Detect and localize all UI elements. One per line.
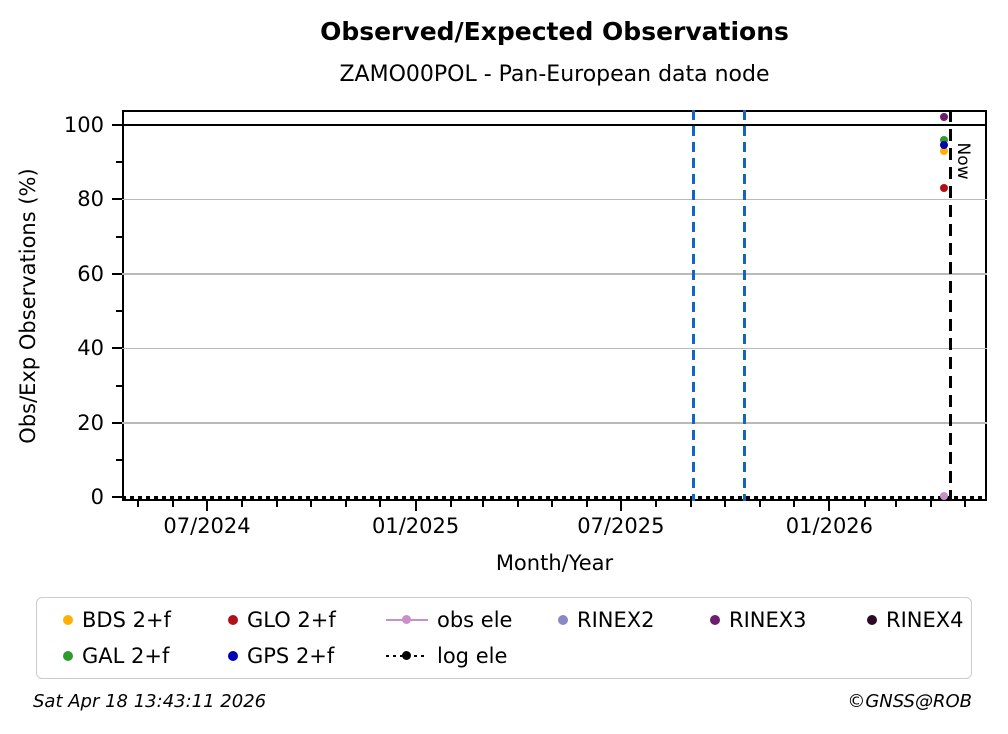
legend-label: RINEX4 [886, 608, 964, 632]
x-tick [414, 501, 417, 511]
legend-marker-dot-icon [63, 615, 73, 625]
legend-item-gps-2-f: GPS 2+f [228, 644, 386, 668]
x-minor-tick [585, 501, 588, 507]
y-gridline [122, 347, 987, 350]
x-tick-label: 07/2024 [163, 514, 251, 538]
x-minor-tick [724, 501, 727, 507]
x-minor-tick [345, 501, 348, 507]
legend-item-log-ele: log ele [386, 644, 558, 668]
y-tick [112, 496, 122, 499]
y-minor-tick [116, 161, 122, 164]
x-tick-label: 07/2025 [577, 514, 665, 538]
data-point-bds-2-f [939, 146, 948, 155]
y-minor-tick [116, 310, 122, 313]
legend-item-gal-2-f: GAL 2+f [63, 644, 228, 668]
legend-item-glo-2-f: GLO 2+f [228, 608, 386, 632]
y-minor-tick [116, 459, 122, 462]
x-minor-tick [241, 501, 244, 507]
y-gridline [122, 198, 987, 201]
hline-100 [122, 123, 987, 127]
legend-marker-dot-icon [228, 651, 238, 661]
legend-marker-dot-icon [228, 615, 238, 625]
legend-marker-dot-icon [63, 651, 73, 661]
legend-item-rinex3: RINEX3 [710, 608, 867, 632]
x-minor-tick [310, 501, 313, 507]
event-vline [691, 110, 695, 501]
legend-label: RINEX2 [577, 608, 655, 632]
y-gridline [122, 422, 987, 424]
x-tick-label: 01/2026 [785, 514, 874, 538]
y-tick-label: 100 [63, 112, 104, 137]
x-minor-tick [964, 501, 967, 507]
legend-label: GAL 2+f [82, 644, 170, 668]
x-minor-tick [759, 501, 762, 507]
y-tick-label: 40 [77, 336, 104, 361]
legend-label: GLO 2+f [247, 608, 336, 632]
now-line [949, 110, 953, 501]
log-ele-line [122, 495, 987, 499]
x-minor-tick [516, 501, 519, 507]
legend-item-bds-2-f: BDS 2+f [63, 608, 228, 632]
x-minor-tick [481, 501, 484, 507]
x-tick [619, 501, 622, 511]
x-minor-tick [136, 501, 139, 507]
legend-label: BDS 2+f [82, 608, 171, 632]
x-minor-tick [379, 501, 382, 507]
chart-title: Observed/Expected Observations [320, 17, 789, 46]
plot-area [122, 110, 987, 501]
event-vline [742, 110, 746, 501]
legend-item-obs-ele: obs ele [386, 608, 558, 632]
x-minor-tick [690, 501, 693, 507]
legend-line-dot [402, 615, 411, 624]
x-minor-tick [550, 501, 553, 507]
legend-label: log ele [437, 644, 508, 668]
legend-line-dot [402, 651, 411, 660]
timestamp-text: Sat Apr 18 13:43:11 2026 [33, 691, 267, 712]
x-minor-tick [449, 501, 452, 507]
y-tick-label: 20 [77, 410, 104, 435]
now-line-label: Now [953, 142, 973, 180]
data-point-rinex3 [939, 113, 948, 122]
x-tick [206, 501, 209, 511]
legend-label: obs ele [437, 608, 513, 632]
x-minor-tick [654, 501, 657, 507]
chart-subtitle: ZAMO00POL - Pan-European data node [339, 62, 770, 87]
legend-item-rinex2: RINEX2 [558, 608, 710, 632]
y-tick [112, 198, 122, 201]
y-minor-tick [116, 235, 122, 238]
legend-label: RINEX3 [729, 608, 807, 632]
legend-marker-line-icon [386, 615, 428, 625]
x-minor-tick [863, 501, 866, 507]
copyright-text: ©GNSS@ROB [847, 691, 972, 712]
x-minor-tick [793, 501, 796, 507]
data-point-glo-2-f [939, 184, 948, 193]
y-tick-label: 80 [77, 187, 104, 212]
y-tick-label: 0 [90, 485, 104, 510]
y-tick [112, 272, 122, 275]
data-point-obs-ele [939, 491, 948, 500]
legend-item-rinex4: RINEX4 [867, 608, 971, 632]
x-minor-tick [930, 501, 933, 507]
y-tick-label: 60 [77, 261, 104, 286]
x-tick [828, 501, 831, 511]
data-point-gps-2-f [939, 140, 948, 149]
y-tick [112, 347, 122, 350]
y-gridline [122, 273, 987, 275]
x-minor-tick [172, 501, 175, 507]
data-point-gal-2-f [939, 135, 948, 144]
y-tick [112, 421, 122, 424]
legend-marker-dot-icon [558, 615, 568, 625]
legend-marker-dot-icon [867, 615, 877, 625]
x-axis-label: Month/Year [495, 551, 614, 575]
legend-marker-dotted-line-icon [386, 651, 428, 661]
x-tick-label: 01/2025 [371, 514, 460, 538]
legend-label: GPS 2+f [247, 644, 335, 668]
y-minor-tick [116, 384, 122, 387]
legend-marker-dot-icon [710, 615, 720, 625]
x-minor-tick [276, 501, 279, 507]
legend: BDS 2+f GAL 2+f GLO 2+f GPS 2+f obs ele log e… [36, 597, 972, 679]
y-tick [112, 123, 122, 126]
x-minor-tick [895, 501, 898, 507]
